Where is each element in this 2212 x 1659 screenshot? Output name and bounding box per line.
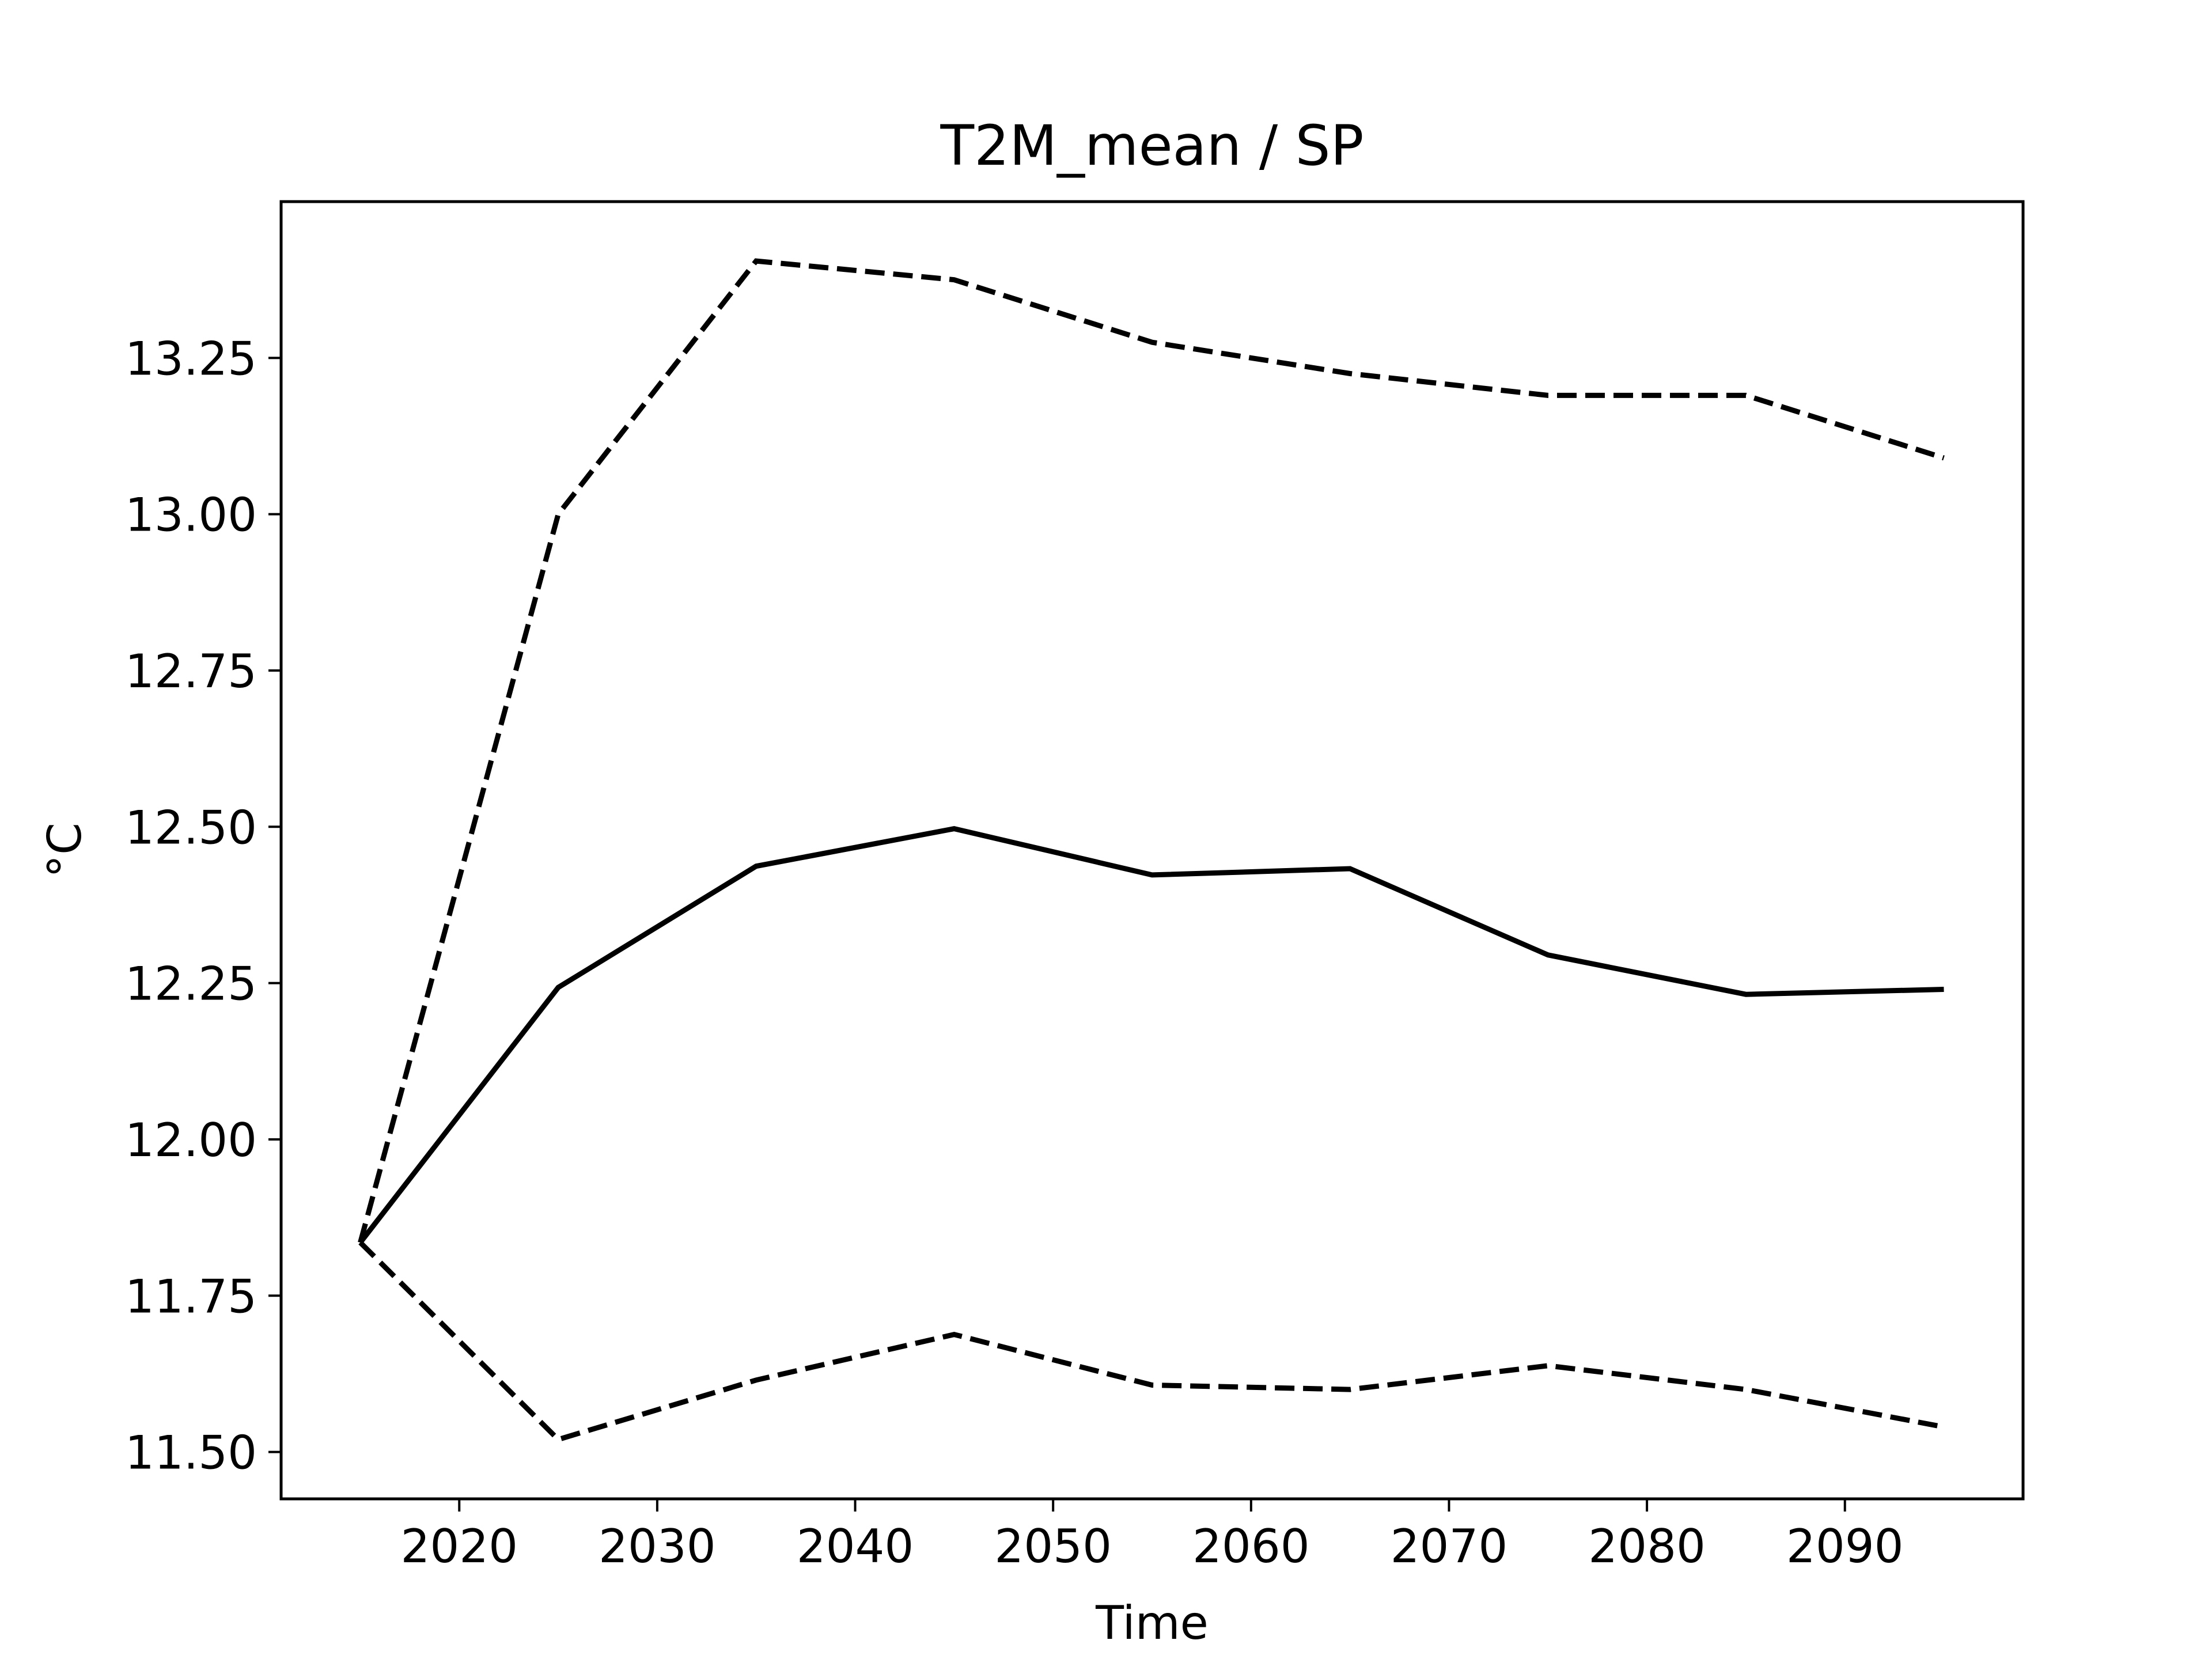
y-tick-label: 11.75 bbox=[125, 1270, 257, 1323]
series-layer bbox=[358, 258, 1945, 1442]
x-tick-label: 2070 bbox=[1391, 1520, 1508, 1573]
x-tick-label: 2040 bbox=[797, 1520, 914, 1573]
x-tick-label: 2050 bbox=[994, 1520, 1112, 1573]
series-line-1-dashed bbox=[358, 258, 1945, 1244]
y-tick-label: 13.00 bbox=[125, 488, 257, 542]
y-axis: 11.50 11.75 12.00 12.25 12.50 12.75 13.00 13.25 bbox=[125, 332, 281, 1480]
y-tick-label: 12.50 bbox=[125, 801, 257, 854]
plot-frame bbox=[279, 200, 2025, 1501]
y-tick-label: 12.75 bbox=[125, 645, 257, 698]
x-tick-label: 2020 bbox=[400, 1520, 518, 1573]
series-line-2-solid bbox=[358, 826, 1944, 1244]
series-line-3-dashed bbox=[358, 1240, 1945, 1442]
chart-title: T2M_mean / SP bbox=[940, 113, 1364, 178]
y-tick-label: 11.50 bbox=[125, 1426, 257, 1480]
x-axis-label: Time bbox=[1095, 1596, 1209, 1650]
y-tick-label: 13.25 bbox=[125, 332, 257, 385]
x-axis: 2020 2030 2040 2050 2060 2070 2080 2090 bbox=[400, 1499, 1904, 1573]
x-tick-label: 2060 bbox=[1192, 1520, 1310, 1573]
y-tick-label: 12.25 bbox=[125, 957, 257, 1011]
x-tick-label: 2080 bbox=[1588, 1520, 1706, 1573]
y-tick-label: 12.00 bbox=[125, 1113, 257, 1167]
x-tick-label: 2090 bbox=[1786, 1520, 1904, 1573]
y-axis-label: °C bbox=[38, 823, 92, 878]
x-tick-label: 2030 bbox=[599, 1520, 716, 1573]
